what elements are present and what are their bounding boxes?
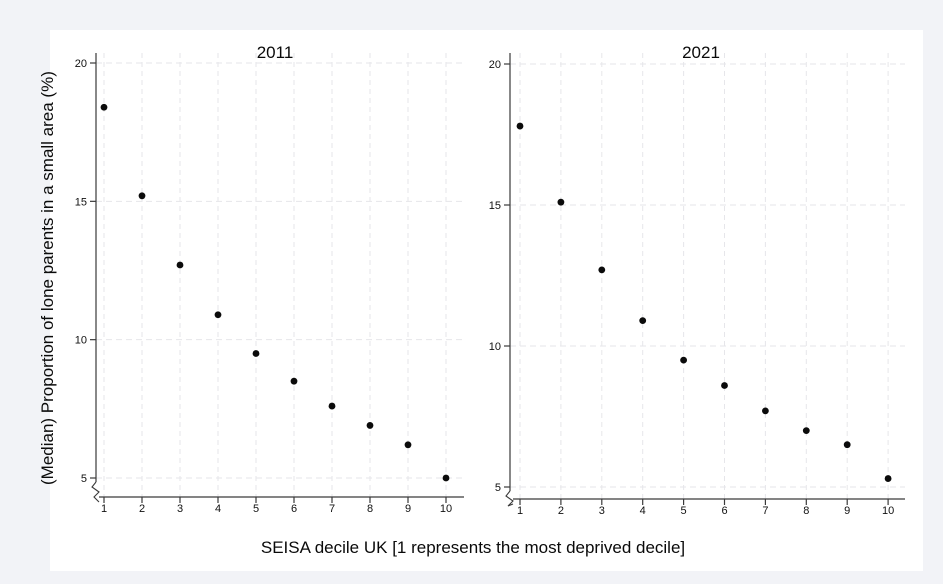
data-point: [176, 261, 184, 269]
x-axis-title: SEISA decile UK [1 represents the most d…: [260, 538, 686, 557]
data-point: [100, 103, 108, 111]
y-tick-label: 20: [75, 58, 87, 70]
panel-2011: 5 10 15 20 1 2 3 4 5 6 7 8 9 10: [75, 53, 464, 515]
panel-2021: 5 10 15 20 1 2 3 4 5 6 7 8 9 10: [489, 53, 905, 517]
panel-title-2011: 2011: [257, 43, 294, 62]
x-tick-label: 3: [177, 503, 183, 515]
x-tick-label: 6: [721, 505, 727, 517]
data-point: [404, 441, 412, 449]
x-tick-label: 9: [405, 503, 411, 515]
x-tick-label: 9: [844, 505, 850, 517]
y-tick-label: 15: [489, 200, 501, 212]
x-tick-label: 1: [101, 503, 107, 515]
y-tick-label: 5: [81, 473, 87, 485]
data-point: [214, 311, 222, 319]
x-tick-label: 10: [882, 505, 894, 517]
x-tick-label: 5: [253, 503, 259, 515]
data-point: [598, 266, 606, 274]
y-tick-label: 10: [75, 335, 87, 347]
data-point: [884, 475, 892, 482]
x-tick-label: 8: [803, 505, 809, 517]
x-tick-label: 8: [367, 503, 373, 515]
x-tick-label: 7: [329, 503, 335, 515]
y-tick-label: 15: [75, 196, 87, 208]
x-tick-label: 2: [558, 505, 564, 517]
x-tick-label: 10: [440, 503, 452, 515]
data-point: [802, 427, 810, 434]
data-point: [252, 350, 260, 357]
scatter-plot-svg: 5 10 15 20 1 2 3 4 5 6 7 8 9 10 5 10 15 20 1 2 3 4 5 6 7 8 9 10 20…: [75, 43, 905, 517]
data-point: [639, 317, 647, 325]
x-tick-label: 7: [762, 505, 768, 517]
data-point: [516, 122, 524, 130]
x-tick-label: 6: [291, 503, 297, 515]
data-point: [138, 192, 146, 200]
data-point: [680, 356, 687, 364]
x-tick-label: 1: [517, 505, 523, 517]
data-point: [721, 382, 728, 389]
axis-break-icon: [505, 490, 514, 507]
data-point: [442, 474, 450, 482]
data-point: [290, 377, 298, 385]
data-point: [366, 422, 374, 429]
data-point: [328, 402, 336, 410]
chart-figure: (Median) Proportion of lone parents in a…: [38, 30, 923, 571]
panel-title-2021: 2021: [682, 43, 720, 62]
x-tick-label: 4: [640, 505, 646, 517]
y-tick-label: 5: [495, 482, 501, 494]
y-tick-label: 20: [489, 59, 501, 71]
x-tick-label: 3: [599, 505, 605, 517]
axis-break-icon: [91, 481, 100, 503]
x-tick-label: 2: [139, 503, 145, 515]
data-point: [762, 407, 769, 415]
data-point: [843, 441, 851, 449]
x-tick-label: 5: [681, 505, 687, 517]
y-tick-label: 10: [489, 341, 501, 353]
data-point: [557, 198, 565, 206]
x-tick-label: 4: [215, 503, 221, 515]
